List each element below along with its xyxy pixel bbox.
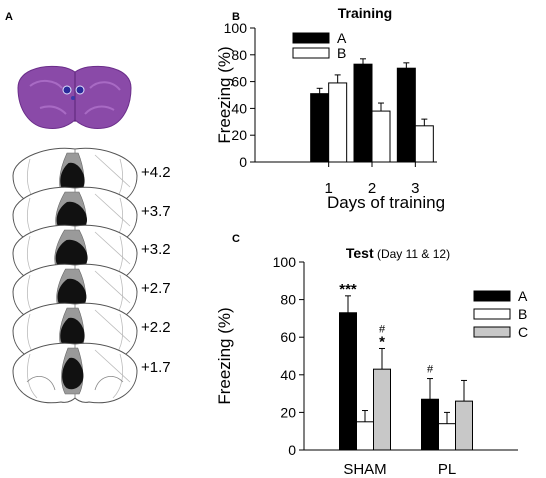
y-tick-label: 100	[224, 20, 248, 36]
bar	[339, 312, 357, 451]
significance-mark: ***	[339, 281, 357, 298]
y-tick-label: 100	[273, 254, 297, 270]
y-tick-label: 80	[280, 292, 296, 308]
level-label: +3.7	[141, 203, 171, 220]
y-tick-label: 60	[280, 329, 296, 345]
bar	[328, 82, 348, 163]
legend-swatch	[292, 47, 330, 59]
lesion-core	[57, 278, 87, 311]
y-tick-label: 20	[280, 404, 296, 420]
legend-swatch	[473, 308, 511, 320]
legend-label: C	[518, 324, 528, 340]
lesion-core	[55, 239, 88, 272]
lesion-core	[60, 162, 85, 195]
bar	[371, 110, 391, 163]
level-label: +2.7	[141, 280, 171, 297]
coronal-section	[12, 342, 138, 404]
lesion-core	[62, 357, 84, 390]
y-tick-label: 0	[288, 442, 296, 458]
y-axis-label: Freezing (%)	[215, 46, 234, 143]
y-tick-label: 40	[231, 100, 247, 116]
x-tick-label: SHAM	[343, 461, 386, 478]
level-label: +3.2	[141, 241, 171, 258]
section-landmarks	[26, 349, 131, 399]
x-axis-label: Days of training	[327, 193, 445, 212]
bar	[356, 421, 374, 451]
legend-label: B	[518, 306, 527, 322]
x-tick-label: 3	[411, 180, 419, 197]
legend-label: A	[518, 288, 528, 304]
panel-c-label: C	[232, 233, 240, 245]
significance-mark: #	[427, 364, 434, 376]
level-label: +1.7	[141, 359, 171, 376]
training-chart: Training 0 20 40 60 80 100 Freezing (%) 1 2 3Days …	[215, 5, 445, 212]
level-label: +4.2	[141, 164, 171, 181]
bar	[373, 368, 391, 451]
legend-label: A	[337, 30, 347, 46]
legend-swatch	[473, 290, 511, 302]
bar	[438, 423, 456, 451]
x-tick-label: 1	[324, 180, 332, 197]
bar	[310, 93, 330, 163]
significance-mark: # *	[379, 323, 386, 350]
chart-title: Test (Day 11 & 12)	[346, 245, 450, 261]
lesion-core	[60, 317, 85, 350]
y-tick-label: 40	[280, 367, 296, 383]
y-tick-label: 20	[231, 127, 247, 143]
level-label: +2.2	[141, 319, 171, 336]
panel-b-label: B	[232, 11, 240, 23]
bar	[421, 398, 439, 451]
x-tick-label: PL	[438, 461, 456, 478]
chart-title-suffix: (Day 11 & 12)	[374, 247, 450, 261]
bar	[353, 63, 373, 163]
bar	[455, 400, 473, 451]
y-tick-label: 0	[239, 154, 247, 170]
coronal-sections: +4.2 +3.7 +3.2 +2.7 +2.2 +1.7	[12, 147, 171, 404]
y-tick-label: 60	[231, 74, 247, 90]
bar	[414, 125, 434, 163]
x-tick-label: 2	[368, 180, 376, 197]
brain-photo	[17, 65, 132, 129]
y-tick-label: 80	[231, 47, 247, 63]
y-axis-label: Freezing (%)	[215, 307, 234, 404]
legend-swatch	[292, 32, 330, 44]
bar	[396, 67, 416, 163]
legend-swatch	[473, 326, 511, 338]
legend-label: B	[337, 45, 346, 61]
test-chart: Test (Day 11 & 12) 0 20 40 60 80 100 Freezing (…	[215, 245, 528, 478]
hippocampus-outline	[26, 376, 124, 391]
chart-title: Training	[338, 5, 392, 21]
panel-a-label: A	[5, 11, 13, 23]
